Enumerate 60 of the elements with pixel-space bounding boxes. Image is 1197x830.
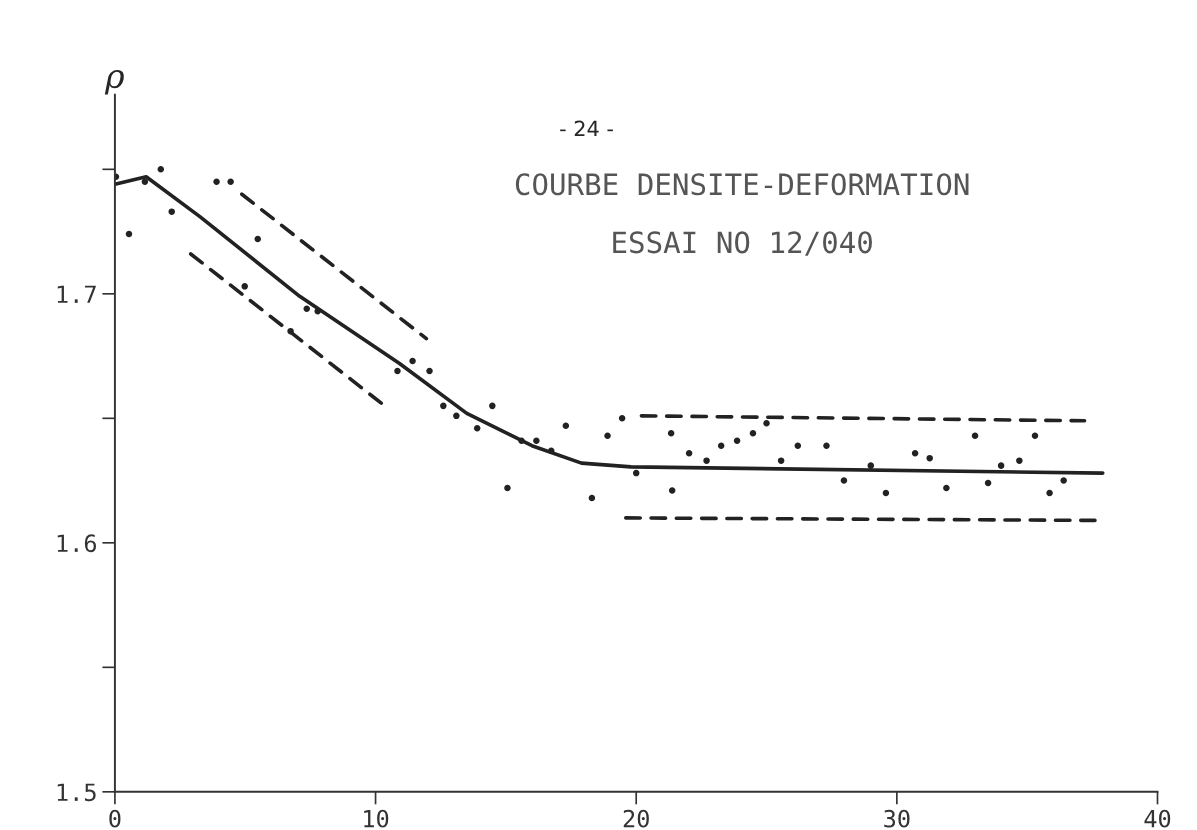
point [1031,432,1039,440]
point [440,402,447,410]
point [840,477,848,484]
text: COURBE DENSITE-DEFORMATION [515,173,969,196]
point [473,425,481,432]
point [911,449,919,457]
point [227,178,234,186]
point [984,479,992,487]
point [489,402,496,410]
y-tick-label: 1.6 [57,534,97,553]
point [453,412,460,420]
point [604,432,611,440]
x-tick-label: 10 [364,809,389,828]
point [668,487,676,494]
point [588,494,596,502]
x-tick-label: 20 [623,809,649,828]
point [882,489,890,497]
point [997,462,1005,469]
point [426,367,433,375]
point [632,469,640,477]
y-axis-title: ρ [104,69,124,95]
point [254,235,261,243]
point [1046,489,1053,497]
point [1060,477,1067,484]
point [168,208,175,215]
text: ESSAI NO 12/040 [613,231,872,256]
point [703,457,710,464]
line-series [114,174,1105,475]
point [1016,457,1023,464]
point [241,283,248,290]
point [749,430,757,437]
point [504,484,511,492]
y-tick-label: 1.5 [57,783,96,802]
point [618,415,626,422]
point [733,437,741,444]
x-tick-label: 30 [884,809,910,828]
point [157,166,165,173]
point [943,484,950,492]
point [971,432,979,440]
point [533,437,540,444]
x-tick-label: 0 [109,809,121,828]
point [303,305,311,313]
x-tick-label: 40 [1144,809,1171,828]
point [794,442,802,449]
point [685,449,693,457]
point [926,454,933,462]
point [867,462,875,469]
point [409,357,416,365]
point [717,442,725,449]
y-tick-label: 1.7 [57,285,96,303]
point [213,178,220,186]
point [823,442,830,449]
point [777,457,785,464]
point [125,230,133,238]
point [763,420,770,427]
annotation: - 24 - [560,120,613,137]
point [562,422,570,430]
point [394,367,401,375]
point [141,178,149,186]
point [667,430,675,437]
